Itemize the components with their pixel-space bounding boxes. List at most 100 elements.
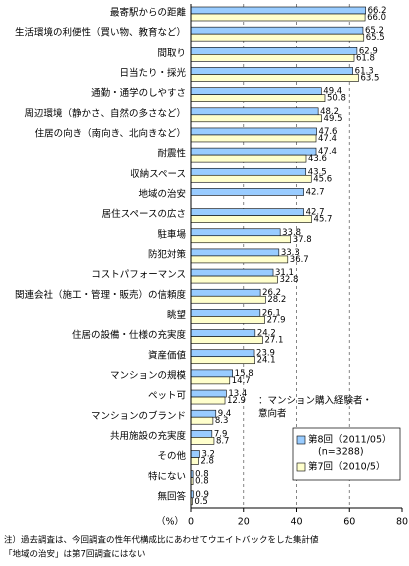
bar xyxy=(190,396,226,405)
bar xyxy=(190,248,280,257)
bar xyxy=(190,349,255,358)
legend-label: 第7回（2010/5） xyxy=(308,461,385,473)
value-label: 63.5 xyxy=(360,73,379,83)
legend-note: 意向者 xyxy=(258,408,287,420)
bar xyxy=(190,26,364,35)
value-label: 42.7 xyxy=(306,187,325,197)
value-label: 47.4 xyxy=(318,134,337,144)
bar xyxy=(190,188,304,196)
bar xyxy=(190,134,317,143)
value-label: 23.9 xyxy=(256,349,275,359)
value-label: 0.8 xyxy=(195,470,209,480)
value-label: 15.8 xyxy=(235,369,254,379)
y-tick-label: 耐震性 xyxy=(157,148,186,160)
value-label: 61.8 xyxy=(356,53,375,63)
y-tick-label: 共用施設の充実度 xyxy=(110,430,187,442)
value-label: 27.1 xyxy=(264,336,283,346)
y-tick-label: 収納スペース xyxy=(130,168,186,180)
value-label: 32.8 xyxy=(280,275,299,285)
value-label: 62.9 xyxy=(359,46,378,56)
x-tick-label: 60 xyxy=(343,517,355,528)
bar xyxy=(190,174,312,183)
bar xyxy=(190,376,231,385)
value-label: 27.9 xyxy=(267,315,286,325)
value-label: 49.5 xyxy=(324,114,343,124)
footnote: 注）過去調査は、今回調査の性年代構成比にあわせてウエイトバックをした集計値 xyxy=(4,535,319,546)
value-label: 28.2 xyxy=(267,295,286,305)
unit-label: （%） xyxy=(156,516,184,528)
y-tick-label: 資産価値 xyxy=(148,349,187,361)
value-label: 26.2 xyxy=(262,288,281,298)
value-label: 45.7 xyxy=(314,215,333,225)
value-label: 66.2 xyxy=(368,6,387,16)
bar xyxy=(190,389,227,398)
bar xyxy=(190,127,317,136)
bar xyxy=(190,329,256,337)
y-tick-label: 日当たり・採光 xyxy=(119,67,186,79)
value-label: 36.7 xyxy=(290,255,309,265)
value-label: 50.8 xyxy=(327,94,346,104)
bar xyxy=(190,316,265,324)
value-label: 61.3 xyxy=(355,66,374,76)
y-tick-label: マンションのブランド xyxy=(91,410,186,422)
bar xyxy=(190,147,317,156)
y-tick-label: 関連会社（施工・管理・販売）の信頼度 xyxy=(15,289,187,301)
footnote: 「地域の治安」は第7回調査にはない xyxy=(4,549,145,560)
value-label: 0.9 xyxy=(195,490,209,500)
y-tick-label: 居住スペースの広さ xyxy=(102,208,186,220)
y-tick-label: ペット可 xyxy=(148,391,186,402)
value-label: 7.9 xyxy=(214,429,228,439)
value-label: 31.1 xyxy=(275,268,294,278)
bar xyxy=(190,450,200,458)
bar xyxy=(190,54,355,62)
bar xyxy=(190,154,307,163)
x-tick-label: 20 xyxy=(238,517,250,528)
value-label: 2.8 xyxy=(200,457,214,467)
bar xyxy=(190,74,359,82)
legend-label: 第8回（2011/05） xyxy=(308,434,392,446)
value-label: 45.6 xyxy=(313,174,332,184)
bar xyxy=(190,255,289,264)
bar xyxy=(190,369,233,378)
bar xyxy=(190,356,255,365)
y-tick-label: 周辺環境（静かさ、自然の多さなど） xyxy=(24,107,186,119)
bar xyxy=(190,268,274,277)
bar xyxy=(190,215,312,223)
bar xyxy=(190,430,213,438)
bar xyxy=(190,309,261,317)
value-label: 66.0 xyxy=(367,13,386,23)
bar xyxy=(190,437,215,445)
legend-label: (n=3288) xyxy=(318,447,364,458)
bar xyxy=(190,167,307,176)
y-tick-label: 特にない xyxy=(148,470,186,482)
x-tick-label: 0 xyxy=(188,517,194,528)
bar xyxy=(190,114,322,123)
value-label: 43.6 xyxy=(308,154,327,164)
legend-swatch xyxy=(296,462,306,472)
value-label: 43.5 xyxy=(308,167,327,177)
value-label: 8.3 xyxy=(215,416,229,426)
y-tick-label: 無回答 xyxy=(157,490,186,502)
value-label: 65.2 xyxy=(365,26,384,36)
value-label: 33.3 xyxy=(281,248,300,258)
y-tick-label: 間取り xyxy=(157,48,186,59)
bar xyxy=(190,87,322,95)
y-tick-label: 地域の治安 xyxy=(138,188,186,200)
value-label: 37.8 xyxy=(293,235,312,245)
value-label: 48.2 xyxy=(320,107,339,117)
x-tick-label: 80 xyxy=(396,517,408,528)
y-tick-label: 住居の向き（南向き、北向きなど） xyxy=(35,128,186,140)
legend-note: ：マンション購入経験者・ xyxy=(258,395,372,407)
legend-box xyxy=(292,427,401,481)
bar xyxy=(190,336,263,344)
legend-swatch xyxy=(296,435,306,445)
y-tick-label: 眺望 xyxy=(167,309,186,321)
value-label: 3.2 xyxy=(201,450,215,460)
bar xyxy=(190,235,291,244)
x-tick-label: 40 xyxy=(290,517,302,528)
bar xyxy=(190,67,353,75)
value-label: 14.7 xyxy=(232,376,251,386)
value-label: 47.6 xyxy=(319,127,338,137)
y-tick-label: 最寄駅からの距離 xyxy=(110,7,187,19)
